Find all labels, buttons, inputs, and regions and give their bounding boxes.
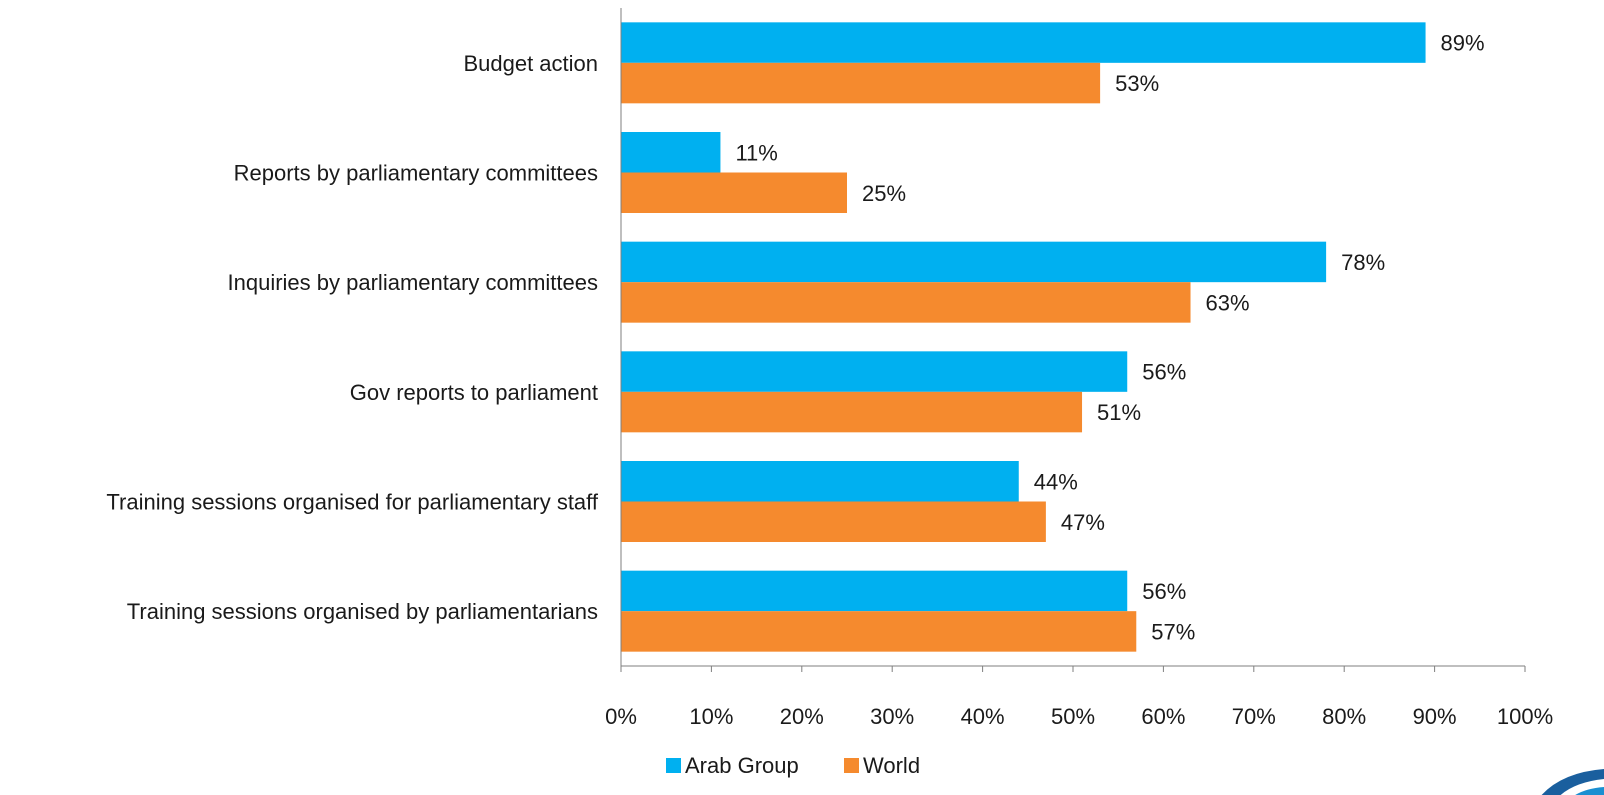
- category-label: Budget action: [463, 51, 598, 76]
- category-label: Gov reports to parliament: [350, 380, 598, 405]
- x-tick-label: 100%: [1497, 704, 1553, 729]
- legend-label: World: [863, 753, 920, 778]
- x-tick-labels: 0% 10% 20% 30% 40% 50% 60% 70% 80% 90% 100%: [605, 704, 1553, 729]
- bar: [621, 570, 1128, 612]
- bar: [621, 62, 1101, 104]
- bar: [621, 611, 1137, 652]
- x-tick-label: 40%: [961, 704, 1005, 729]
- bar: [621, 501, 1046, 542]
- data-label: 51%: [1097, 400, 1141, 425]
- x-tick-label: 30%: [870, 704, 914, 729]
- logo-mark: [1494, 765, 1604, 795]
- data-label: 11%: [735, 140, 777, 165]
- x-tick-label: 10%: [689, 704, 733, 729]
- bars-layer: [621, 22, 1426, 652]
- legend: Arab Group World: [666, 753, 920, 778]
- data-labels: 89%53%11%25%78%63%56%51%44%47%56%57%: [735, 31, 1484, 645]
- axes: [620, 8, 1526, 672]
- bar: [621, 172, 847, 213]
- category-label: Training sessions organised for parliame…: [106, 490, 598, 515]
- category-label: Inquiries by parliamentary committees: [228, 270, 598, 295]
- data-label: 57%: [1151, 619, 1195, 644]
- x-tick-label: 70%: [1232, 704, 1276, 729]
- bar: [621, 391, 1083, 433]
- data-label: 78%: [1341, 250, 1385, 275]
- bar: [621, 461, 1019, 502]
- legend-label: Arab Group: [685, 753, 799, 778]
- data-label: 63%: [1206, 290, 1250, 315]
- x-tick-label: 50%: [1051, 704, 1095, 729]
- x-tick-label: 20%: [780, 704, 824, 729]
- data-label: 56%: [1142, 579, 1186, 604]
- data-label: 56%: [1142, 360, 1186, 385]
- bar: [621, 22, 1426, 63]
- data-label: 44%: [1034, 469, 1078, 494]
- bar: [621, 351, 1128, 392]
- data-label: 53%: [1115, 71, 1159, 96]
- data-label: 47%: [1061, 510, 1105, 535]
- bar: [621, 132, 721, 173]
- legend-swatch: [844, 758, 859, 773]
- category-labels: Budget action Reports by parliamentary co…: [106, 51, 598, 624]
- bar: [621, 241, 1327, 283]
- x-tick-label: 0%: [605, 704, 637, 729]
- category-label: Reports by parliamentary committees: [234, 161, 598, 186]
- x-tick-label: 80%: [1322, 704, 1366, 729]
- legend-swatch: [666, 758, 681, 773]
- x-tick-label: 60%: [1141, 704, 1185, 729]
- bar: [621, 282, 1191, 323]
- data-label: 89%: [1441, 31, 1485, 56]
- data-label: 25%: [862, 181, 906, 206]
- x-tick-label: 90%: [1413, 704, 1457, 729]
- category-label: Training sessions organised by parliamen…: [127, 599, 598, 624]
